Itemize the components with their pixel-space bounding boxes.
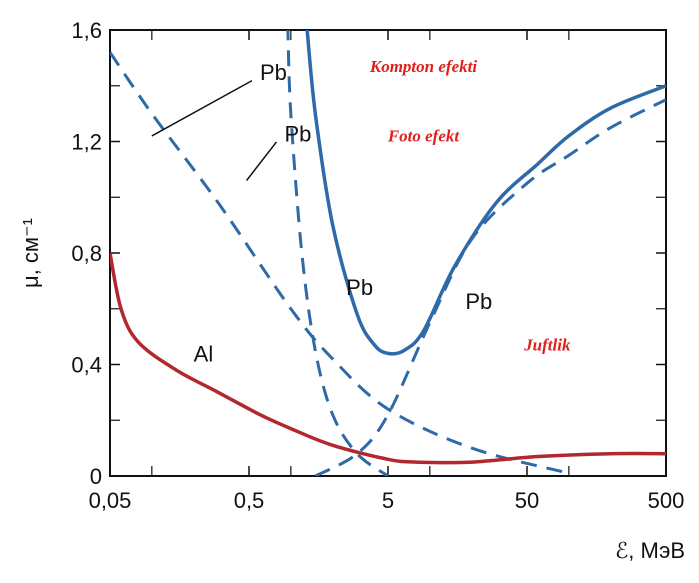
annotation-layer: Kompton efekti Foto efekt Juftlik [369,57,571,355]
curve-label-pb: Pb [260,60,287,85]
series-line-pb-dashed-2 [286,30,389,476]
leader-line [151,79,253,137]
x-tick-label: 0,5 [234,488,265,513]
series-line-pb-dashed-3 [314,98,666,476]
y-tick-label: 1,6 [71,18,102,43]
y-tick-label: 0,4 [71,353,102,378]
annotation-juftlik: Juftlik [523,336,571,355]
curve-label-pb: Pb [346,275,373,300]
leader-layer [151,79,278,181]
x-ticks: 0,05 0,5 5 50 500 [89,30,685,513]
label-layer: Pb Pb Pb Pb Al [194,60,493,367]
leader-line [245,141,278,181]
x-tick-label: 5 [382,488,394,513]
curve-label-pb: Pb [465,289,492,314]
x-tick-label: 50 [515,488,539,513]
x-tick-label: 500 [648,488,685,513]
x-axis-title: ℰ, МэВ [615,538,685,563]
series-line-al-solid-4 [110,252,666,465]
y-axis-title: μ, см⁻¹ [18,218,43,288]
y-tick-label: 0 [90,464,102,489]
series-layer [110,30,666,476]
series-line-pb-solid-0 [305,30,666,356]
curve-label-pb: Pb [284,122,311,147]
x-tick-label: 0,05 [89,488,132,513]
y-tick-label: 0,8 [71,241,102,266]
curve-label-al: Al [194,342,214,367]
y-tick-label: 1,2 [71,130,102,155]
series-line-pb-dashed-1 [110,51,570,475]
annotation-kompton-efekti: Kompton efekti [369,57,477,76]
y-ticks: 0 0,4 0,8 1,2 1,6 [71,18,666,489]
annotation-foto-efekt: Foto efekt [387,127,461,146]
